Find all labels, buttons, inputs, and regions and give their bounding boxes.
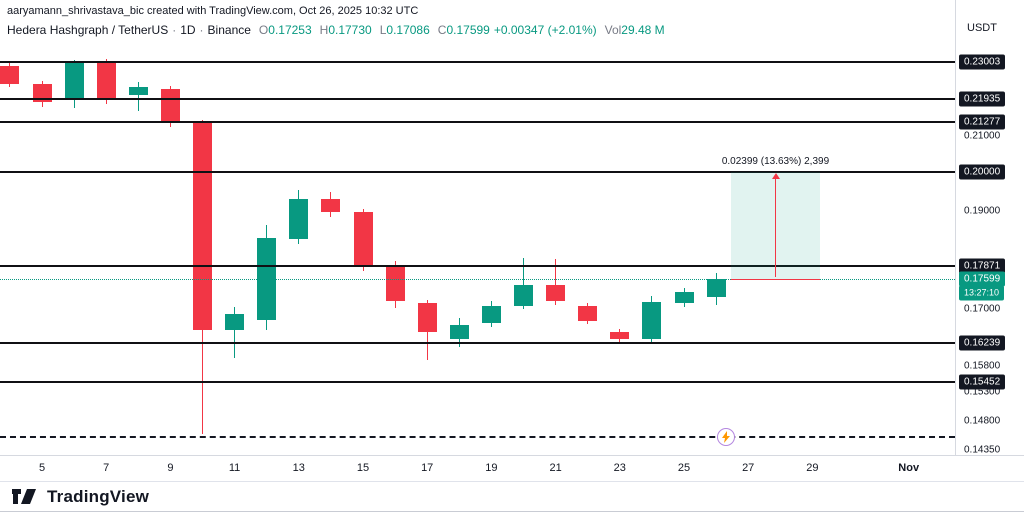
price-axis[interactable]: USDT 0.23003 0.21935 0.21277 0.21000 0.20000… [955, 0, 1024, 456]
price-axis-label: 0.21277 [959, 114, 1006, 130]
change-value: +0.00347 (+2.01%) [493, 23, 597, 37]
time-axis-label: 29 [806, 462, 819, 474]
event-marker[interactable] [716, 428, 735, 446]
quote-currency-label: USDT [967, 22, 997, 34]
price-axis-label: 0.21000 [964, 130, 1001, 142]
price-axis-label: 0.14800 [964, 415, 1001, 427]
candle-body [481, 306, 501, 324]
level-line[interactable] [0, 61, 955, 63]
candle-body [32, 84, 52, 102]
level-line[interactable] [0, 98, 955, 100]
price-axis-label: 0.17599 [959, 271, 1006, 287]
candle-body [578, 306, 598, 321]
price-axis-label: 0.15452 [959, 374, 1006, 390]
candle-body [321, 198, 341, 213]
price-axis-label: 0.19000 [964, 205, 1001, 217]
time-axis-label: 5 [38, 462, 46, 474]
attribution-text: aaryamann_shrivastava_bic created with T… [7, 5, 419, 17]
high-value: 0.17730 [328, 23, 372, 37]
time-axis-label: 15 [356, 462, 370, 474]
time-axis-label: Nov [898, 462, 920, 474]
high-label: H [319, 23, 329, 37]
tradingview-logo-text[interactable]: TradingView [47, 486, 150, 506]
open-value: 0.17253 [268, 23, 312, 37]
close-label: C [437, 23, 447, 37]
projection-box[interactable] [730, 172, 821, 281]
interval-label[interactable]: 1D [180, 23, 196, 37]
candle-body [706, 279, 726, 297]
candle-body [289, 198, 309, 239]
price-axis-label: 0.14350 [964, 444, 1001, 456]
price-axis-label: 0.21935 [959, 91, 1006, 107]
time-axis-label: 9 [167, 462, 174, 474]
candle-body [257, 237, 277, 321]
low-label: L [379, 23, 387, 37]
candle-body [449, 324, 469, 339]
symbol-info-bar: Hedera Hashgraph / TetherUS · 1D · Binan… [7, 23, 669, 37]
current-price-line [0, 279, 955, 281]
separator-dot: · [199, 23, 204, 37]
price-axis-label: 13:27:10 [959, 285, 1005, 301]
close-value: 0.17599 [446, 23, 490, 37]
candle-body [514, 285, 533, 307]
separator-dot: · [172, 23, 177, 37]
candle-body [546, 285, 566, 301]
price-axis-label: 0.15300 [964, 386, 1001, 398]
candle-body [610, 332, 630, 339]
time-axis-label: 23 [613, 462, 626, 474]
volume-value: 29.48 M [621, 23, 665, 37]
candle-wick [234, 306, 236, 358]
tradingview-logo-icon[interactable] [10, 487, 40, 506]
candle-wick [137, 82, 139, 112]
candle-body [128, 87, 148, 95]
candle-body [160, 89, 180, 122]
time-axis-label: 11 [228, 462, 241, 474]
time-axis-label: 19 [485, 462, 498, 474]
projection-label: 0.02399 (13.63%) 2,399 [721, 156, 830, 167]
price-axis-label: 0.15800 [964, 360, 1001, 372]
level-line[interactable] [0, 265, 955, 267]
candle-body [0, 65, 20, 85]
time-axis[interactable]: 5 7 9 11 13 15 17 19 21 23 25 27 29 Nov [0, 455, 1024, 482]
candle-body [64, 62, 84, 100]
time-axis-label: 27 [742, 462, 755, 474]
level-line[interactable] [0, 342, 955, 344]
candle-body [96, 63, 116, 99]
price-axis-label: 0.16239 [959, 335, 1006, 351]
time-axis-label: 17 [421, 462, 434, 474]
symbol-title[interactable]: Hedera Hashgraph / TetherUS [7, 23, 169, 37]
time-axis-label: 21 [549, 462, 562, 474]
candle-body [674, 292, 694, 303]
candle-wick [555, 259, 557, 305]
price-axis-label: 0.20000 [959, 164, 1006, 180]
exchange-label: Binance [207, 23, 251, 37]
level-line[interactable] [0, 121, 955, 123]
candle-body [642, 302, 662, 339]
projection-arrow [775, 178, 777, 278]
plot-area[interactable]: 0.02399 (13.63%) 2,399 [0, 0, 955, 455]
candle-body [385, 265, 405, 302]
low-value: 0.17086 [386, 23, 430, 37]
time-axis-label: 13 [292, 462, 305, 474]
candle-body [193, 122, 212, 331]
candle-body [225, 314, 245, 331]
candle-wick [523, 258, 524, 310]
bottom-toolbar: TradingView [0, 481, 1024, 512]
open-label: O [258, 23, 269, 37]
price-axis-label: 0.17000 [964, 303, 1001, 315]
candle-body [417, 302, 437, 332]
price-axis-label: 0.17871 [959, 258, 1006, 274]
lightning-icon [721, 431, 730, 443]
volume-label: Vol [604, 23, 622, 37]
level-line[interactable] [0, 381, 955, 383]
candle-body [353, 212, 373, 266]
time-axis-label: 25 [677, 462, 691, 474]
time-axis-label: 7 [103, 462, 110, 474]
price-axis-label: 0.23003 [959, 54, 1006, 70]
level-line[interactable] [0, 171, 955, 173]
dashed-level-line[interactable] [0, 436, 955, 438]
projection-arrow-head [771, 173, 780, 179]
